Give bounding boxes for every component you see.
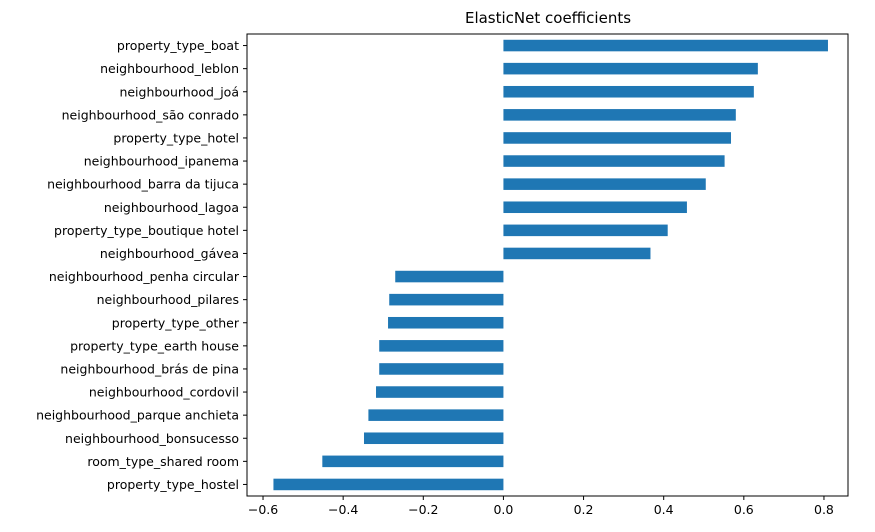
y-tick-label: property_type_earth house — [70, 338, 239, 353]
y-tick-label: neighbourhood_ipanema — [84, 154, 239, 169]
bar — [363, 432, 504, 445]
y-tick-label: neighbourhood_parque anchieta — [36, 408, 239, 423]
y-tick-label: property_type_boutique hotel — [54, 223, 239, 238]
bar — [379, 363, 504, 375]
bar — [503, 201, 687, 214]
x-tick-label: 0.0 — [493, 502, 513, 517]
plot-frame — [246, 33, 849, 497]
bar — [376, 386, 504, 398]
y-tick-label: property_type_hostel — [107, 477, 239, 492]
y-tick-label: neighbourhood_pilares — [97, 292, 239, 307]
bar — [389, 293, 504, 306]
y-tick-label: neighbourhood_lagoa — [104, 200, 239, 215]
y-tick-label: neighbourhood_bonsucesso — [65, 431, 239, 446]
bar — [503, 155, 725, 167]
y-tick-label: property_type_boat — [117, 38, 239, 53]
y-tick-label: neighbourhood_joá — [119, 84, 239, 99]
bar — [273, 478, 504, 491]
x-tick-layer: −0.6 −0.4 −0.2 0.0 0.2 0.4 0.6 0.8 — [248, 496, 834, 517]
axes-layer — [246, 33, 849, 497]
y-tick-label: neighbourhood_leblon — [100, 61, 239, 76]
bar — [368, 409, 504, 421]
y-tick-label: neighbourhood_são conrado — [62, 107, 239, 122]
x-tick-label: −0.2 — [408, 502, 438, 517]
bar — [379, 340, 504, 352]
x-tick-label: −0.4 — [328, 502, 358, 517]
y-tick-label: neighbourhood_brás de pina — [60, 361, 239, 376]
y-tick-label: property_type_hotel — [113, 130, 239, 145]
y-tick-label: neighbourhood_gávea — [100, 246, 239, 261]
chart-title: ElasticNet coefficients — [465, 9, 631, 27]
x-tick-label: 0.2 — [574, 502, 594, 517]
y-tick-label: neighbourhood_penha circular — [49, 269, 240, 284]
bar — [395, 270, 504, 283]
y-tick-label: neighbourhood_cordovil — [89, 385, 239, 400]
bar — [503, 85, 754, 98]
x-tick-label: −0.6 — [248, 502, 278, 517]
bar — [503, 132, 732, 144]
bar — [503, 224, 668, 237]
y-tick-label: room_type_shared room — [87, 454, 239, 469]
bar — [322, 455, 504, 468]
bars-layer — [273, 39, 828, 491]
x-tick-label: 0.8 — [814, 502, 834, 517]
bar — [503, 178, 706, 190]
x-tick-label: 0.6 — [734, 502, 754, 517]
bar — [503, 39, 828, 52]
bar — [503, 109, 736, 121]
x-tick-label: 0.4 — [654, 502, 674, 517]
bar — [388, 316, 504, 329]
y-tick-label: neighbourhood_barra da tijuca — [47, 177, 239, 192]
bar — [503, 247, 651, 260]
bar — [503, 62, 758, 75]
y-tick-layer: property_type_boat neighbourhood_leblonne… — [36, 38, 247, 492]
y-tick-label: property_type_other — [112, 315, 240, 330]
